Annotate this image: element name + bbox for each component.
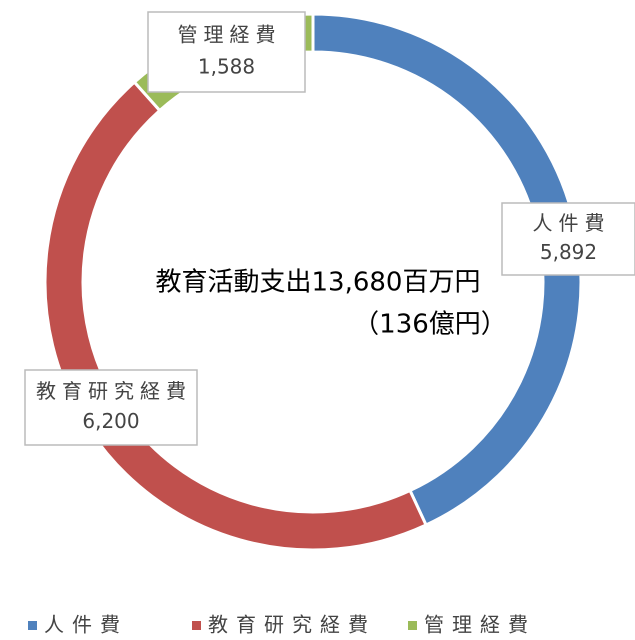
legend-swatch: [28, 621, 37, 630]
legend-swatch: [192, 621, 201, 630]
data-value-label: 1,588: [198, 55, 255, 79]
label-box: [147, 11, 306, 93]
legend-label: 人件費: [44, 613, 128, 637]
legend-label: 教育研究経費: [208, 613, 376, 637]
data-category-label: 管理経費: [178, 23, 282, 47]
data-value-label: 6,200: [82, 409, 139, 433]
data-category-label: 人件費: [533, 211, 611, 235]
data-category-label: 教育研究経費: [36, 379, 192, 403]
data-value-label: 5,892: [540, 240, 597, 264]
center-annotation: （136億円）: [353, 310, 507, 340]
legend-label: 管理経費: [424, 613, 536, 637]
label-box: [24, 369, 198, 446]
legend-swatch: [408, 621, 417, 630]
label-box: [501, 202, 635, 276]
center-annotation: 教育活動支出13,680百万円: [156, 268, 481, 298]
